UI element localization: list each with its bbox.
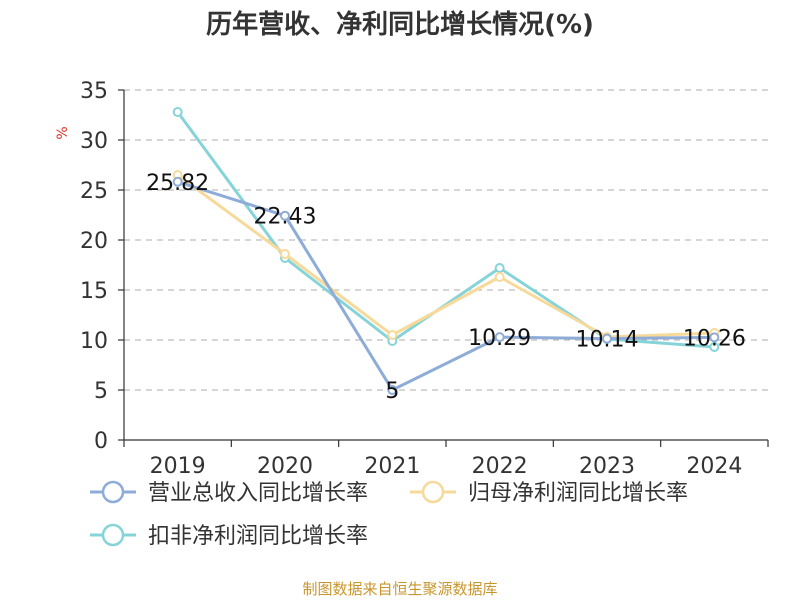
x-tick-label: 2021 xyxy=(364,454,420,479)
data-point xyxy=(494,272,505,282)
data-label: 22.43 xyxy=(254,205,317,230)
legend-label: 营业总收入同比增长率 xyxy=(148,481,368,506)
axes: 0 5 10 15 20 25 30 35% 2019 2020 2021 2022 2023 2024 xyxy=(55,79,769,479)
y-tick-label: 35 xyxy=(80,79,108,104)
data-point xyxy=(387,330,398,340)
data-label: 5 xyxy=(385,379,399,404)
legend-item[interactable]: 归母净利润同比增长率 xyxy=(410,480,688,506)
legend-label: 扣非净利润同比增长率 xyxy=(148,524,368,549)
x-tick-label: 2024 xyxy=(686,454,742,479)
series-lines xyxy=(172,107,720,395)
legend-label: 归母净利润同比增长率 xyxy=(468,481,688,506)
data-label: 10.29 xyxy=(468,326,531,351)
data-point xyxy=(494,332,505,343)
legend-item[interactable]: 扣非净利润同比增长率 xyxy=(90,523,368,549)
y-tick-label: 10 xyxy=(80,329,108,354)
x-tick-label: 2022 xyxy=(472,454,528,479)
data-point xyxy=(602,333,612,344)
data-label: 25.82 xyxy=(146,171,209,196)
y-tick-label: 5 xyxy=(94,379,108,404)
y-tick-label: 20 xyxy=(80,229,108,254)
data-label: 10.26 xyxy=(683,326,746,351)
y-tick-label: 0 xyxy=(94,429,108,454)
chart-title: 历年营收、净利同比增长情况(%) xyxy=(206,10,594,40)
data-point xyxy=(709,342,720,352)
y-axis-unit: % xyxy=(55,126,71,139)
data-labels: 25.82 22.43 5 10.29 10.14 10.26 xyxy=(146,171,746,404)
legend-marker xyxy=(421,480,445,504)
x-tick-label: 2020 xyxy=(257,454,313,479)
data-point xyxy=(280,249,290,259)
y-tick-label: 15 xyxy=(80,279,108,304)
x-tick-label: 2019 xyxy=(150,454,206,479)
series-line xyxy=(177,180,715,392)
data-label: 10.14 xyxy=(576,328,639,353)
grid-lines xyxy=(124,89,768,391)
legend-marker xyxy=(101,480,125,504)
data-point xyxy=(172,176,183,187)
series-line xyxy=(176,173,715,339)
data-point xyxy=(280,210,290,221)
data-point xyxy=(387,385,398,395)
x-tick-label: 2023 xyxy=(579,454,635,479)
y-tick-label: 25 xyxy=(80,179,108,204)
data-point xyxy=(494,263,505,273)
data-point xyxy=(709,332,720,343)
legend-item[interactable]: 营业总收入同比增长率 xyxy=(90,480,368,506)
data-point xyxy=(172,107,183,117)
source-note: 制图数据来自恒生聚源数据库 xyxy=(302,580,498,598)
y-tick-label: 30 xyxy=(80,129,108,154)
legend-marker xyxy=(101,523,125,547)
